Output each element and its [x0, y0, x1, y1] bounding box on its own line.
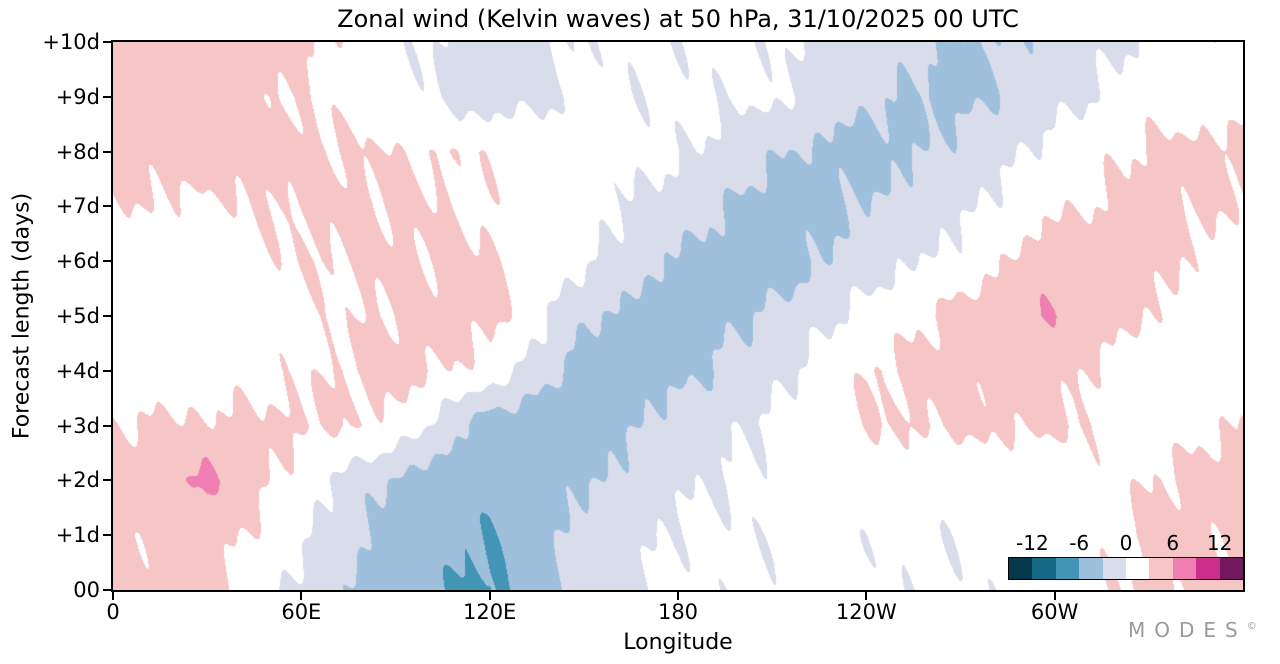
y-tick-mark: [103, 315, 112, 317]
x-tick-label: 120E: [462, 600, 517, 624]
x-tick-mark: [488, 592, 491, 600]
x-axis-label: Longitude: [623, 630, 733, 655]
y-tick-mark: [103, 479, 112, 482]
y-tick-label: +3d: [55, 413, 100, 438]
colorbar-tick-label: 12: [1206, 531, 1233, 555]
x-tick-label: 60E: [281, 600, 322, 624]
y-tick-mark: [103, 95, 112, 98]
x-tick-mark: [865, 592, 868, 600]
colorbar-segment: [1009, 558, 1033, 579]
colorbar-segment: [1032, 558, 1056, 579]
y-tick-mark: [103, 424, 112, 427]
y-tick-mark: [103, 260, 112, 263]
x-tick-label: 180: [657, 600, 699, 624]
y-tick-label: +9d: [55, 84, 100, 109]
x-tick-label: 60W: [1030, 600, 1079, 624]
y-tick-label: +5d: [55, 304, 100, 328]
y-tick-mark: [103, 150, 112, 153]
x-tick-label: 0: [106, 600, 120, 624]
chart-title: Zonal wind (Kelvin waves) at 50 hPa, 31/…: [337, 5, 1019, 33]
colorbar-segment: [1055, 558, 1080, 579]
y-tick-mark: [103, 369, 112, 372]
y-tick-mark: [103, 534, 112, 537]
colorbar-segment: [1102, 558, 1127, 579]
colorbar-tick-label: -12: [1016, 531, 1049, 555]
colorbar-segment: [1079, 558, 1103, 579]
colorbar-tick-label: 6: [1166, 531, 1180, 555]
colorbar-tick-label: -6: [1069, 531, 1090, 555]
colorbar-segment: [1172, 558, 1197, 579]
y-tick-label: 00: [73, 578, 100, 602]
y-tick-label: +2d: [55, 468, 100, 493]
colorbar-segment: [1219, 558, 1244, 579]
x-tick-mark: [300, 592, 303, 600]
y-tick-mark: [103, 41, 112, 43]
y-tick-label: +8d: [55, 139, 100, 164]
y-tick-label: +1d: [55, 523, 100, 548]
colorbar-segment: [1126, 558, 1150, 579]
modes-logo-text: MODES: [1128, 618, 1247, 642]
plot-area: [111, 40, 1245, 592]
modes-logo-copyright-mark: ©: [1246, 621, 1257, 632]
y-tick-label: +4d: [55, 358, 100, 383]
colorbar-tick-label: 0: [1119, 531, 1133, 555]
y-tick-label: +7d: [55, 194, 100, 219]
hovmoller-heatmap: [113, 42, 1243, 590]
modes-logo: MODES©: [1128, 618, 1257, 642]
y-tick-label: +10d: [42, 30, 100, 54]
y-tick-label: +6d: [55, 249, 100, 274]
x-tick-label: 120W: [835, 600, 897, 624]
x-tick-mark: [677, 592, 679, 600]
y-tick-mark: [103, 205, 112, 208]
y-tick-mark: [103, 589, 112, 591]
x-tick-mark: [112, 592, 114, 600]
x-tick-mark: [1053, 592, 1056, 600]
colorbar-segment: [1149, 558, 1173, 579]
colorbar: -12 -6 0 6 12: [1008, 531, 1244, 580]
colorbar-segment: [1196, 558, 1220, 579]
